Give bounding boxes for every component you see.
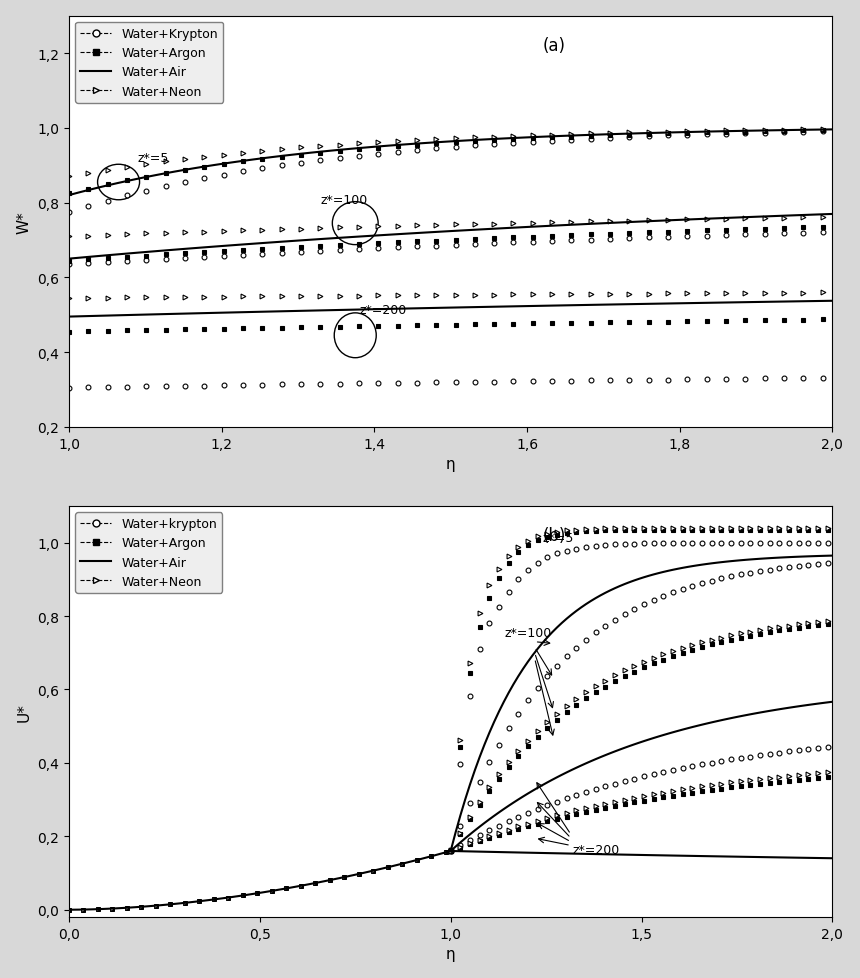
X-axis label: η: η	[445, 947, 456, 961]
X-axis label: η: η	[445, 457, 456, 471]
Text: z*=200: z*=200	[573, 843, 620, 856]
Text: z*=100: z*=100	[504, 627, 551, 640]
Y-axis label: W*: W*	[16, 210, 32, 234]
Text: (b): (b)	[543, 527, 566, 545]
Legend: Water+Krypton, Water+Argon, Water+Air, Water+Neon: Water+Krypton, Water+Argon, Water+Air, W…	[75, 22, 223, 104]
Text: z*=100: z*=100	[321, 194, 368, 206]
Y-axis label: U*: U*	[16, 702, 32, 721]
Text: z*=200: z*=200	[359, 303, 406, 317]
Text: (a): (a)	[543, 37, 565, 55]
Legend: Water+krypton, Water+Argon, Water+Air, Water+Neon: Water+krypton, Water+Argon, Water+Air, W…	[75, 512, 222, 594]
Text: z*=5: z*=5	[138, 153, 169, 165]
Text: z*=5: z*=5	[543, 531, 574, 544]
